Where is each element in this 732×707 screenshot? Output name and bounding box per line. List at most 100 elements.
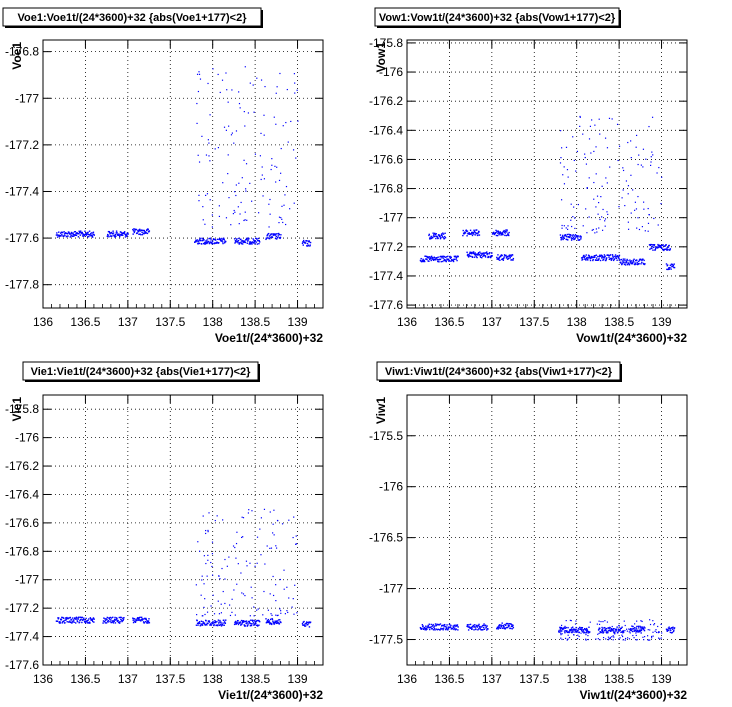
data-point	[240, 572, 242, 574]
data-point	[256, 243, 259, 245]
data-point	[606, 627, 608, 630]
data-point	[605, 177, 607, 179]
data-point	[261, 166, 263, 168]
data-point	[567, 638, 569, 640]
data-point	[510, 625, 513, 628]
data-point	[647, 222, 650, 224]
data-point	[580, 630, 583, 632]
data-point	[273, 116, 275, 118]
x-tick-label: 138	[567, 315, 587, 329]
data-point	[140, 229, 143, 231]
data-point	[498, 233, 500, 236]
y-axis-title: Viw1	[374, 397, 388, 424]
data-point	[567, 176, 569, 178]
data-point	[442, 624, 444, 627]
data-point	[473, 626, 476, 628]
data-point	[442, 236, 444, 239]
data-point	[496, 256, 498, 259]
data-point	[308, 240, 310, 242]
data-point	[645, 158, 647, 160]
data-point	[137, 230, 140, 233]
data-point	[602, 637, 605, 639]
data-point	[576, 631, 578, 633]
data-point	[470, 252, 473, 255]
data-point	[421, 627, 423, 630]
data-point	[621, 635, 624, 638]
data-point	[613, 636, 615, 638]
data-point	[222, 622, 224, 624]
data-point	[438, 261, 440, 263]
data-point	[437, 237, 439, 239]
data-point	[566, 639, 568, 641]
data-point	[450, 260, 452, 262]
plot-title: Voe1:Voe1t/(24*3600)+32 {abs(Voe1+177)<2…	[18, 12, 248, 24]
data-point	[196, 622, 199, 625]
data-point	[589, 125, 592, 127]
data-point	[204, 624, 206, 626]
y-tick-label: -177.4	[369, 269, 403, 283]
data-point	[634, 209, 636, 211]
data-point	[498, 626, 500, 629]
data-point	[212, 594, 214, 596]
data-point	[618, 145, 621, 147]
data-point	[623, 259, 625, 262]
data-point	[580, 626, 582, 629]
data-point	[585, 634, 587, 636]
data-point	[631, 262, 633, 264]
data-point	[621, 630, 624, 633]
data-point	[425, 258, 427, 260]
data-point	[570, 237, 572, 239]
data-point	[437, 259, 440, 261]
data-point	[604, 626, 606, 629]
data-point	[286, 88, 288, 91]
data-point	[238, 91, 240, 93]
data-point	[81, 616, 83, 619]
data-point	[196, 239, 199, 241]
data-point	[489, 255, 491, 258]
data-point	[216, 620, 218, 623]
data-point	[634, 259, 637, 262]
data-point	[570, 631, 572, 633]
data-point	[422, 260, 425, 263]
data-point	[616, 255, 618, 258]
data-point	[93, 621, 95, 623]
data-point	[643, 626, 645, 628]
data-point	[93, 618, 95, 620]
data-point	[627, 221, 629, 223]
data-point	[274, 621, 276, 624]
data-point	[242, 593, 245, 595]
data-point	[574, 623, 577, 625]
data-point	[629, 632, 631, 634]
data-point	[572, 237, 574, 240]
plot-title: Vie1:Vie1t/(24*3600)+32 {abs(Vie1+177)<2…	[31, 366, 252, 378]
data-point	[621, 631, 623, 633]
data-point	[505, 229, 507, 231]
data-point	[427, 257, 430, 259]
data-point	[272, 620, 274, 622]
data-point	[64, 234, 66, 237]
data-point	[145, 618, 147, 621]
data-point	[257, 240, 259, 242]
data-point	[307, 244, 309, 246]
data-point	[200, 594, 202, 596]
data-point	[441, 624, 443, 627]
data-point	[440, 255, 442, 258]
data-point	[432, 235, 435, 237]
data-point	[234, 242, 236, 244]
data-point	[508, 624, 510, 627]
data-point	[107, 619, 110, 622]
data-point	[270, 168, 272, 171]
data-point	[205, 241, 208, 243]
data-point	[118, 621, 120, 624]
data-point	[631, 625, 633, 627]
data-point	[234, 211, 236, 213]
data-point	[561, 147, 563, 149]
data-point	[430, 623, 432, 626]
data-point	[504, 628, 506, 630]
data-point	[309, 244, 311, 246]
data-point	[225, 129, 227, 131]
data-point	[444, 258, 446, 261]
data-point	[258, 212, 260, 214]
data-point	[266, 234, 269, 236]
data-point	[628, 263, 630, 265]
